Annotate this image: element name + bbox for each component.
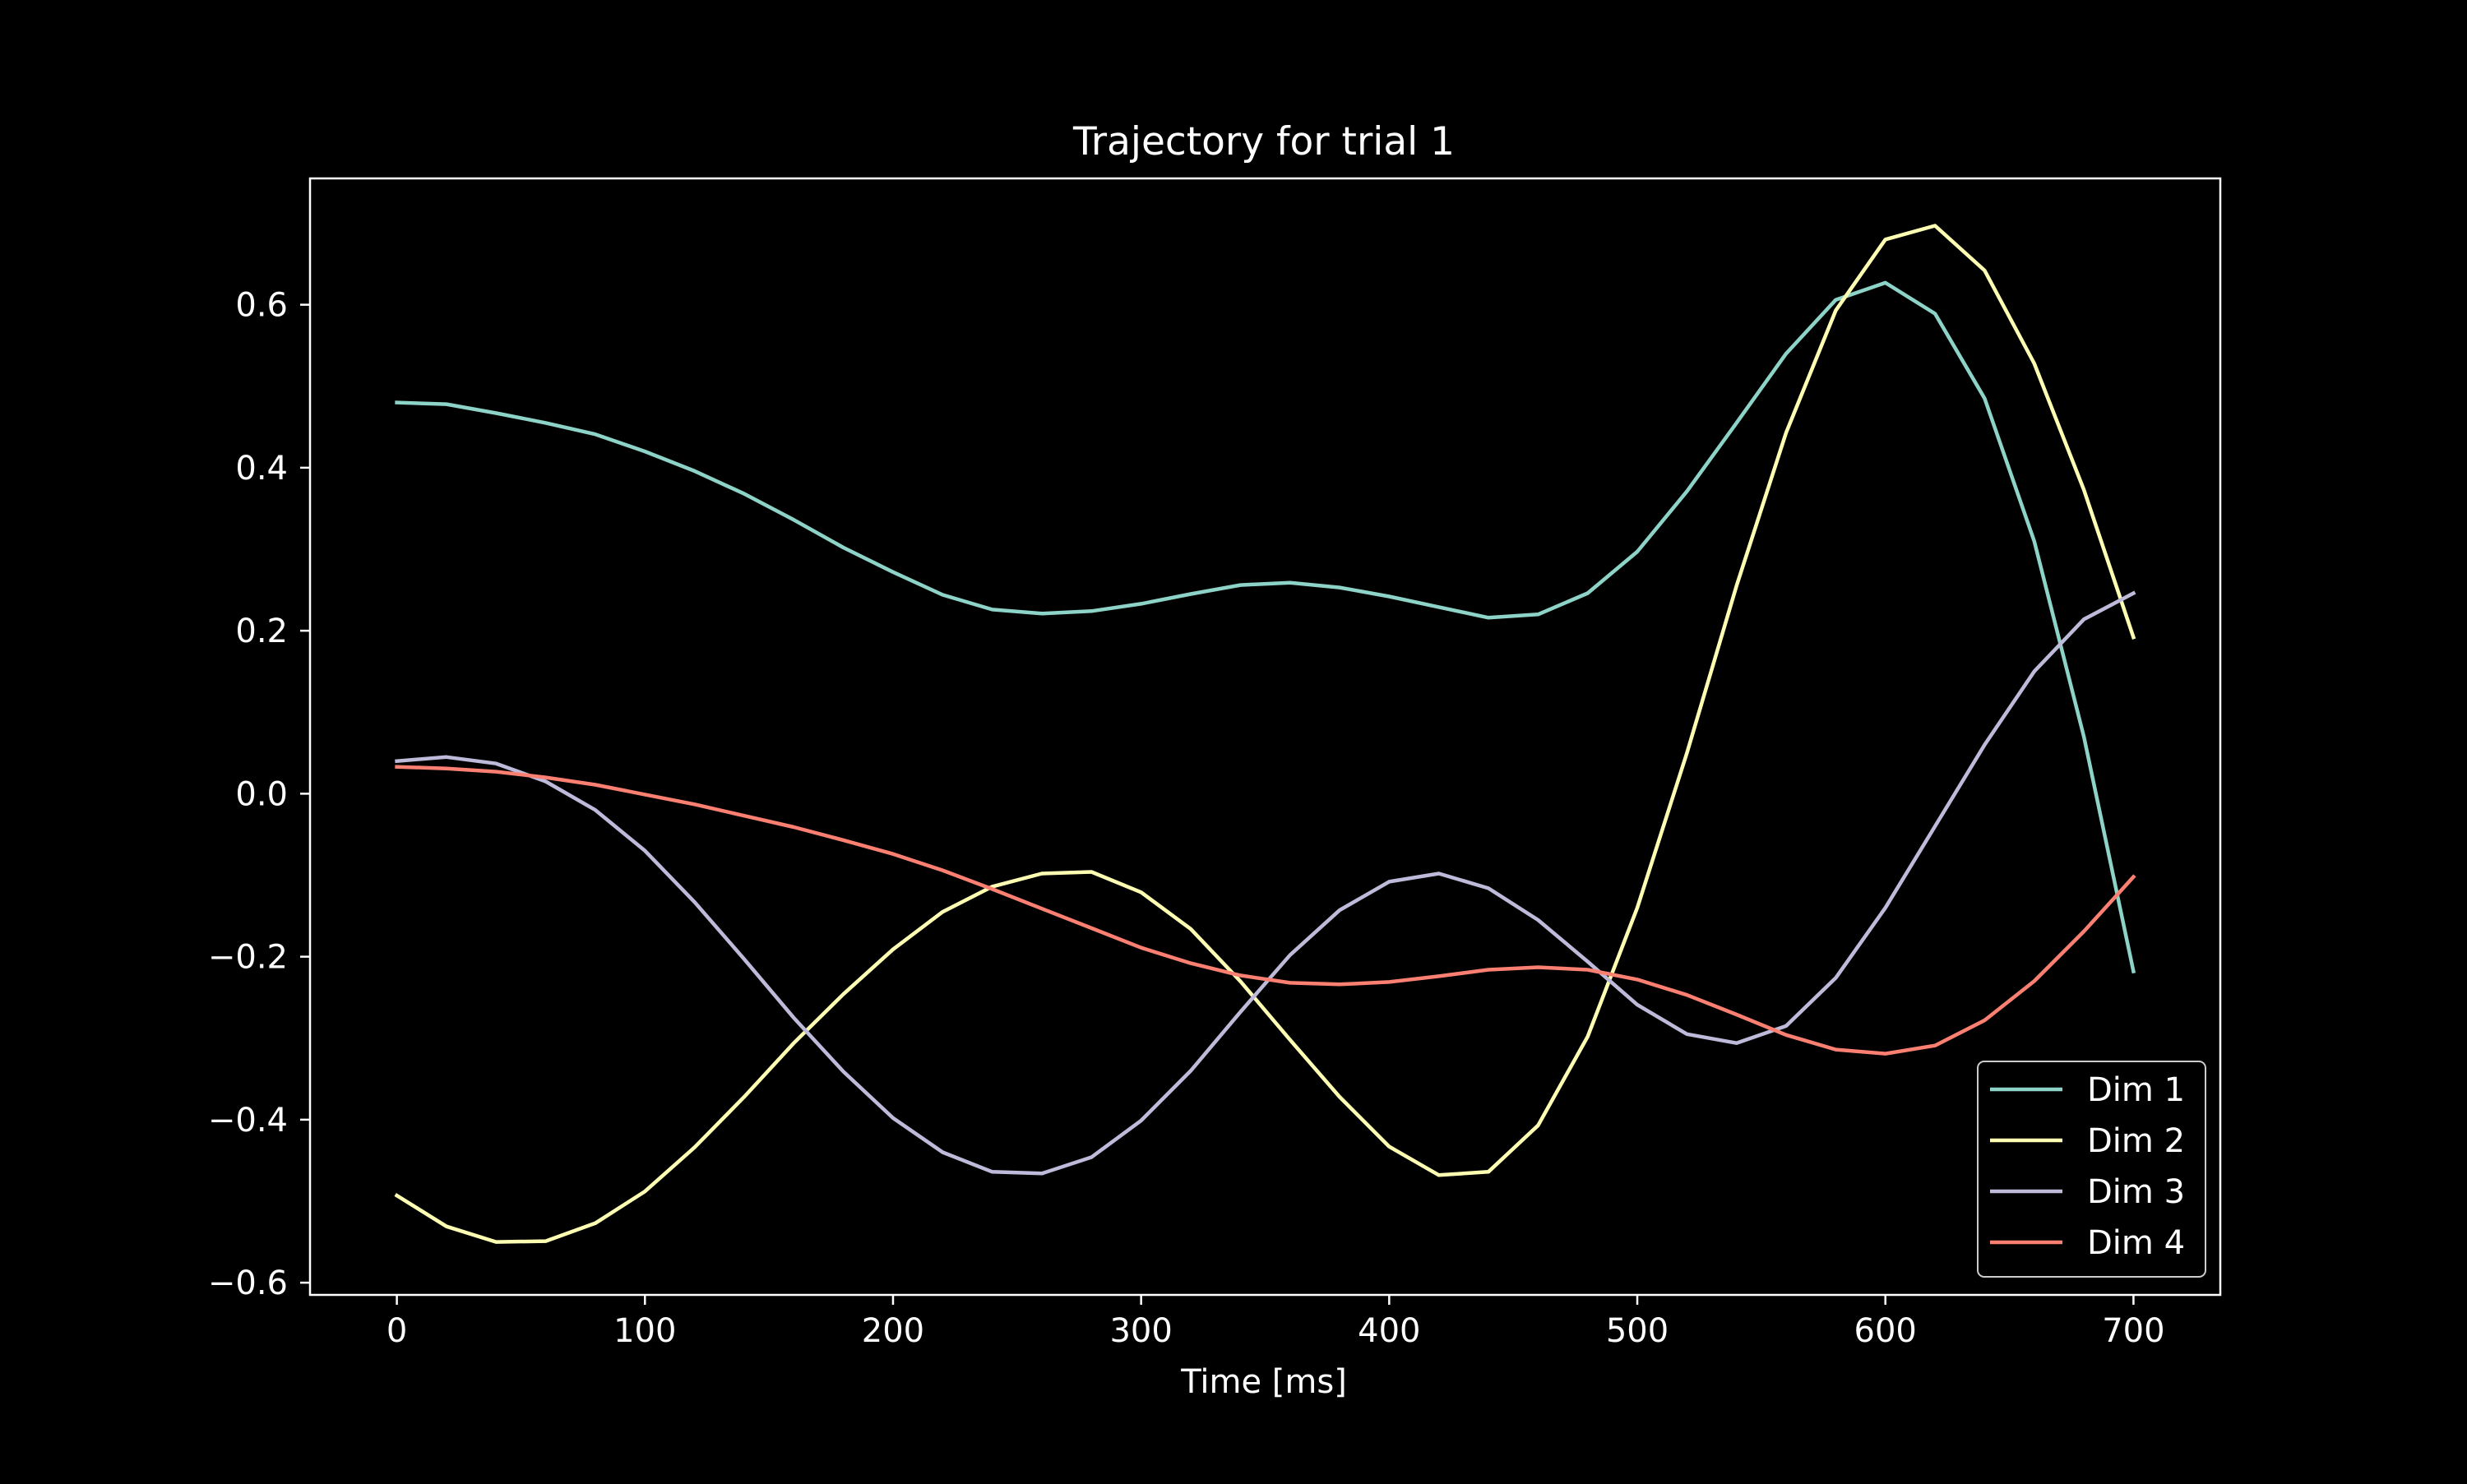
series-layer [394,224,2136,1244]
x-tick-label: 300 [1109,1312,1172,1350]
y-tick-label: −0.4 [208,1102,288,1140]
y-tick-label: 0.6 [235,287,288,325]
y-axis: −0.6 −0.4 −0.2 0.0 0.2 0.4 0.6 [208,287,310,1302]
x-tick-label: 200 [862,1312,924,1350]
y-tick-label: 0.4 [235,450,288,488]
x-tick-label: 500 [1606,1312,1669,1350]
series-line-dim-3 [395,590,2136,1176]
chart-title: Trajectory for trial 1 [1072,119,1455,164]
legend-label-dim-1: Dim 1 [2087,1071,2185,1109]
y-tick-label: 0.0 [235,775,288,813]
legend-box [1977,1061,2206,1278]
y-tick-label: −0.6 [208,1264,288,1302]
x-axis: 0 100 200 300 400 500 600 700 [386,1295,2165,1350]
x-tick-label: 700 [2102,1312,2164,1350]
x-tick-label: 0 [386,1312,407,1350]
legend-label-dim-2: Dim 2 [2087,1122,2185,1160]
legend-label-dim-3: Dim 3 [2087,1173,2185,1211]
x-tick-label: 400 [1358,1312,1420,1350]
x-axis-label: Time [ms] [1180,1363,1347,1401]
legend: Dim 1 Dim 2 Dim 3 Dim 4 [1977,1061,2206,1278]
legend-label-dim-4: Dim 4 [2087,1224,2185,1262]
series-line-dim-4 [395,765,2136,1056]
x-tick-label: 600 [1854,1312,1917,1350]
x-tick-label: 100 [613,1312,676,1350]
y-tick-label: −0.2 [208,939,288,977]
series-line-dim-2 [394,224,2136,1244]
plot-frame [308,177,2222,1297]
y-tick-label: 0.2 [235,613,288,650]
